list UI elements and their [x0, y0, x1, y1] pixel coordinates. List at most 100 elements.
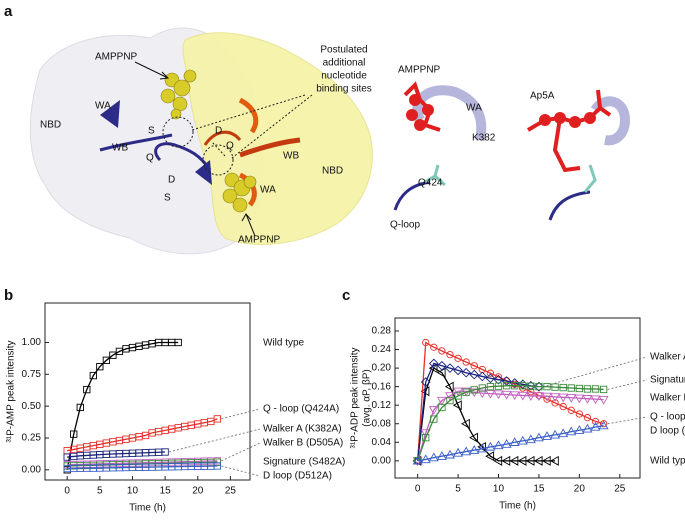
x-axis-title: Time (h) — [129, 503, 166, 514]
x-tick-label: 0 — [415, 484, 421, 495]
plot-frame — [394, 317, 641, 479]
data-point — [533, 392, 544, 402]
arrow — [134, 61, 170, 80]
data-point — [428, 358, 439, 369]
structure-label: S — [148, 126, 155, 137]
data-point — [478, 384, 486, 392]
y-tick-label: 0.20 — [372, 363, 392, 374]
data-point — [485, 373, 496, 384]
data-point — [493, 390, 504, 400]
leader-line — [221, 465, 261, 477]
data-point — [566, 426, 577, 436]
legend-label: Q - loop (Q424A) — [650, 412, 685, 423]
data-point — [174, 338, 182, 347]
data-point — [83, 385, 91, 394]
x-tick-label: 25 — [225, 486, 237, 497]
loop-ribbon — [548, 190, 591, 221]
legend-label: D loop (D512A) — [650, 426, 685, 437]
ribbon — [238, 172, 257, 207]
data-point — [493, 374, 504, 385]
data-point — [509, 437, 520, 446]
data-point — [438, 347, 446, 355]
data-point — [575, 384, 584, 393]
series — [412, 387, 609, 466]
series — [63, 415, 222, 455]
data-point — [549, 455, 559, 466]
residue — [583, 164, 597, 193]
series — [63, 462, 222, 473]
structure-label: WB — [283, 151, 299, 162]
data-point — [583, 385, 592, 393]
data-point — [533, 432, 544, 442]
y-axis-title: ³¹P-AMP peak intensity — [6, 340, 17, 442]
ribbon — [154, 142, 212, 171]
data-point — [550, 429, 561, 439]
series — [412, 420, 609, 465]
legend-label: Walker B (D505A) — [263, 438, 343, 449]
data-point — [517, 391, 528, 401]
data-point — [445, 363, 455, 373]
leader-line — [221, 408, 261, 420]
data-point — [444, 381, 454, 392]
legend-label: Q - loop (Q424A) — [263, 404, 339, 415]
data-point — [574, 425, 585, 434]
panel-letter: c — [342, 287, 350, 304]
x-tick-label: 5 — [97, 486, 103, 497]
data-point — [445, 449, 455, 459]
y-tick-label: 0.12 — [372, 400, 392, 411]
data-point — [428, 452, 439, 462]
structure-label: WA — [260, 185, 276, 196]
y-tick-label: 0.25 — [22, 433, 42, 444]
structure-artwork — [29, 27, 631, 255]
ribbon — [99, 133, 173, 152]
data-point — [502, 382, 511, 390]
legend-label: Wild type — [650, 456, 685, 467]
data-point — [591, 417, 600, 426]
data-point — [446, 350, 454, 359]
y-tick-label: 0.16 — [372, 381, 392, 392]
data-point — [453, 447, 464, 457]
data-point — [486, 369, 495, 377]
x-tick-label: 0 — [64, 486, 70, 497]
data-point — [89, 371, 97, 380]
data-point — [558, 428, 569, 438]
data-point — [509, 378, 520, 388]
data-point — [501, 439, 512, 448]
data-point — [477, 371, 488, 382]
fit-line — [417, 385, 604, 462]
structure-label: AMPPNP — [95, 52, 138, 63]
data-point — [462, 358, 470, 366]
legend-label: Wild type — [263, 338, 305, 349]
x-tick-label: 5 — [455, 484, 461, 495]
y-tick-label: 0.00 — [22, 464, 42, 475]
loop-ribbon — [590, 96, 631, 146]
structure-label: AMPPNP — [238, 235, 281, 246]
data-point — [213, 415, 222, 423]
arrow — [241, 213, 256, 237]
data-point — [485, 451, 495, 462]
data-point — [422, 338, 430, 347]
leader-line — [169, 428, 261, 453]
structure-label: D — [168, 175, 175, 186]
y-tick-label: 0.75 — [22, 369, 42, 380]
x-tick-label: 20 — [192, 486, 204, 497]
data-point — [213, 462, 222, 470]
callout-lines — [162, 94, 313, 176]
structure-label: NBD — [322, 166, 343, 177]
structure-label: S — [164, 193, 171, 204]
data-point — [525, 434, 536, 444]
data-point — [574, 394, 585, 404]
data-point — [590, 421, 601, 431]
fit-line — [417, 424, 604, 462]
data-point — [519, 382, 527, 390]
structure-label: WA — [466, 103, 482, 114]
data-point — [567, 384, 575, 392]
data-point — [582, 395, 593, 404]
data-point — [590, 395, 601, 405]
data-point — [591, 385, 600, 393]
data-point — [452, 400, 462, 411]
data-point — [430, 343, 438, 351]
data-point — [511, 382, 519, 390]
data-point — [558, 393, 569, 403]
data-point — [461, 446, 472, 456]
